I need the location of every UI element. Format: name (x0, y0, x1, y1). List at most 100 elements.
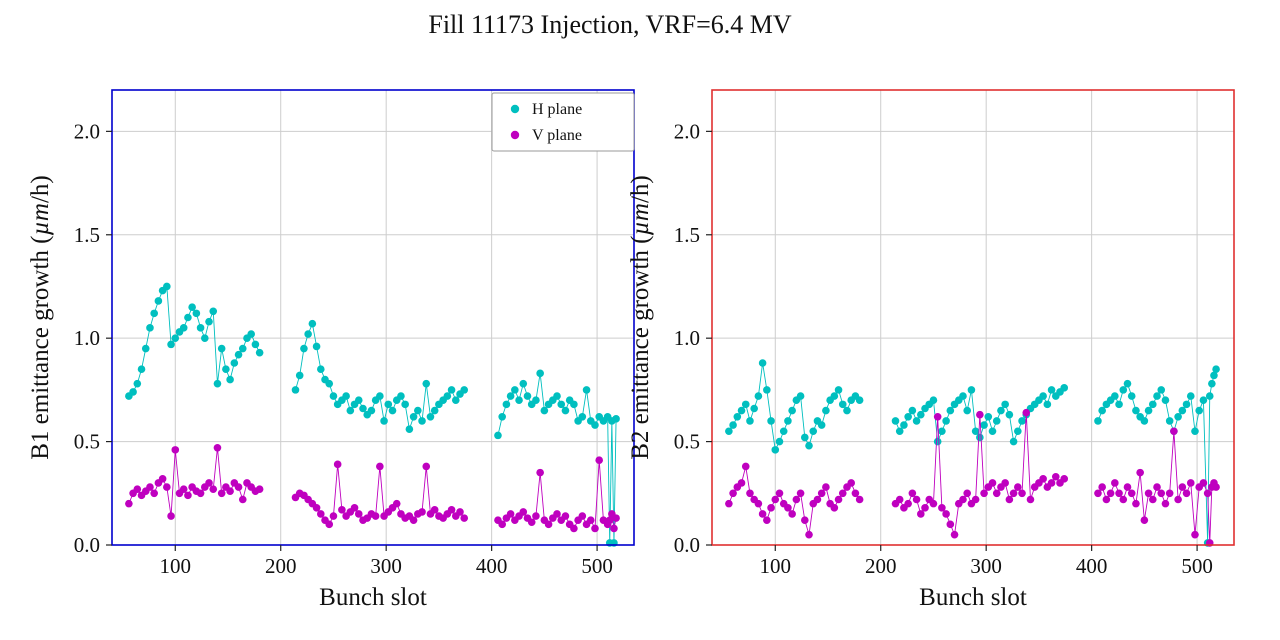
data-point (809, 427, 818, 436)
data-point (506, 392, 515, 400)
data-point (1149, 400, 1157, 409)
data-point (213, 443, 222, 452)
data-point (338, 506, 346, 514)
data-point (1186, 392, 1195, 400)
data-point (1009, 437, 1018, 446)
data-point (1212, 483, 1220, 491)
data-point (610, 524, 618, 533)
data-point (1051, 472, 1060, 481)
data-point (1165, 417, 1174, 425)
data-point (384, 400, 393, 409)
data-point (904, 499, 912, 508)
data-point (834, 386, 843, 394)
data-point (129, 388, 137, 396)
data-point (938, 503, 946, 512)
data-point (511, 386, 519, 394)
data-point (418, 417, 426, 425)
data-point (929, 396, 938, 405)
data-point (1018, 489, 1026, 498)
data-point (1144, 406, 1153, 415)
axes-spine (111, 89, 635, 546)
data-point (333, 460, 342, 469)
data-point (980, 421, 988, 429)
data-point (1212, 365, 1220, 374)
data-point (976, 433, 984, 442)
data-point (1191, 530, 1199, 539)
data-point (234, 350, 243, 359)
data-point (963, 406, 971, 415)
data-point (519, 508, 528, 516)
data-point (950, 530, 959, 539)
data-point (1127, 392, 1136, 400)
data-point (891, 417, 900, 425)
data-point (133, 379, 142, 388)
data-point (1014, 483, 1022, 491)
data-point (247, 330, 255, 338)
data-point (586, 516, 595, 524)
data-point (213, 379, 222, 388)
y-tick-label: 1.0 (674, 326, 700, 350)
data-point (967, 386, 976, 394)
data-point (209, 485, 218, 493)
data-point (1178, 483, 1187, 491)
data-point (737, 479, 746, 487)
data-point (498, 520, 506, 529)
data-point (456, 508, 464, 516)
data-point (201, 334, 209, 342)
data-point (536, 369, 544, 378)
x-tick-label: 500 (581, 554, 613, 578)
x-tick-label: 400 (476, 554, 508, 578)
plot-b1: 100 200 300 400 500 0.0 0.5 1.0 1.5 2.0 Bunch slot… (22, 55, 642, 625)
plot-b2: 100 200 300 400 500 0.0 0.5 1.0 1.5 2.0 Bunch slot… (622, 55, 1242, 625)
data-point (895, 495, 904, 504)
data-point (1094, 489, 1102, 498)
data-point (498, 412, 506, 421)
data-point (158, 475, 167, 483)
y-tick-label: 2.0 (74, 119, 100, 143)
data-point (1210, 371, 1218, 380)
data-point (1140, 516, 1149, 524)
data-point (196, 324, 205, 332)
data-point (1111, 479, 1119, 487)
data-point (154, 297, 163, 305)
data-point (255, 348, 264, 357)
data-point (150, 309, 158, 318)
data-point (754, 499, 763, 508)
y-tick-label: 1.5 (74, 223, 100, 247)
data-point (561, 406, 570, 415)
y-tick-label: 0.0 (74, 533, 100, 557)
data-point (834, 495, 843, 504)
data-point (544, 520, 553, 529)
y-tick-label: 0.0 (674, 533, 700, 557)
data-point (988, 427, 997, 436)
data-point (553, 510, 561, 518)
data-point (1161, 396, 1170, 405)
data-point (796, 392, 805, 400)
data-point (342, 392, 350, 400)
x-tick-label: 300 (370, 554, 402, 578)
data-point (971, 427, 980, 436)
data-point (946, 406, 955, 415)
data-point (426, 412, 435, 421)
data-point (741, 400, 750, 409)
data-point (796, 489, 805, 498)
data-point (460, 514, 469, 522)
data-point (1098, 483, 1106, 491)
data-point (125, 499, 133, 508)
data-point (908, 489, 917, 498)
data-point (226, 487, 234, 496)
data-point (1157, 489, 1166, 498)
data-point (188, 303, 196, 311)
data-point (1039, 392, 1047, 400)
figure-title: Fill 11173 Injection, VRF=6.4 MV (428, 10, 792, 39)
data-point (725, 427, 733, 436)
data-point (855, 396, 864, 405)
data-point (1022, 408, 1031, 417)
data-point (788, 510, 796, 518)
y-axis-label: B1 emittance growth (µm/h) (27, 175, 54, 460)
data-point (171, 446, 180, 454)
data-point (578, 412, 587, 421)
data-point (1123, 483, 1132, 491)
data-point (380, 417, 388, 425)
data-point (963, 489, 971, 498)
